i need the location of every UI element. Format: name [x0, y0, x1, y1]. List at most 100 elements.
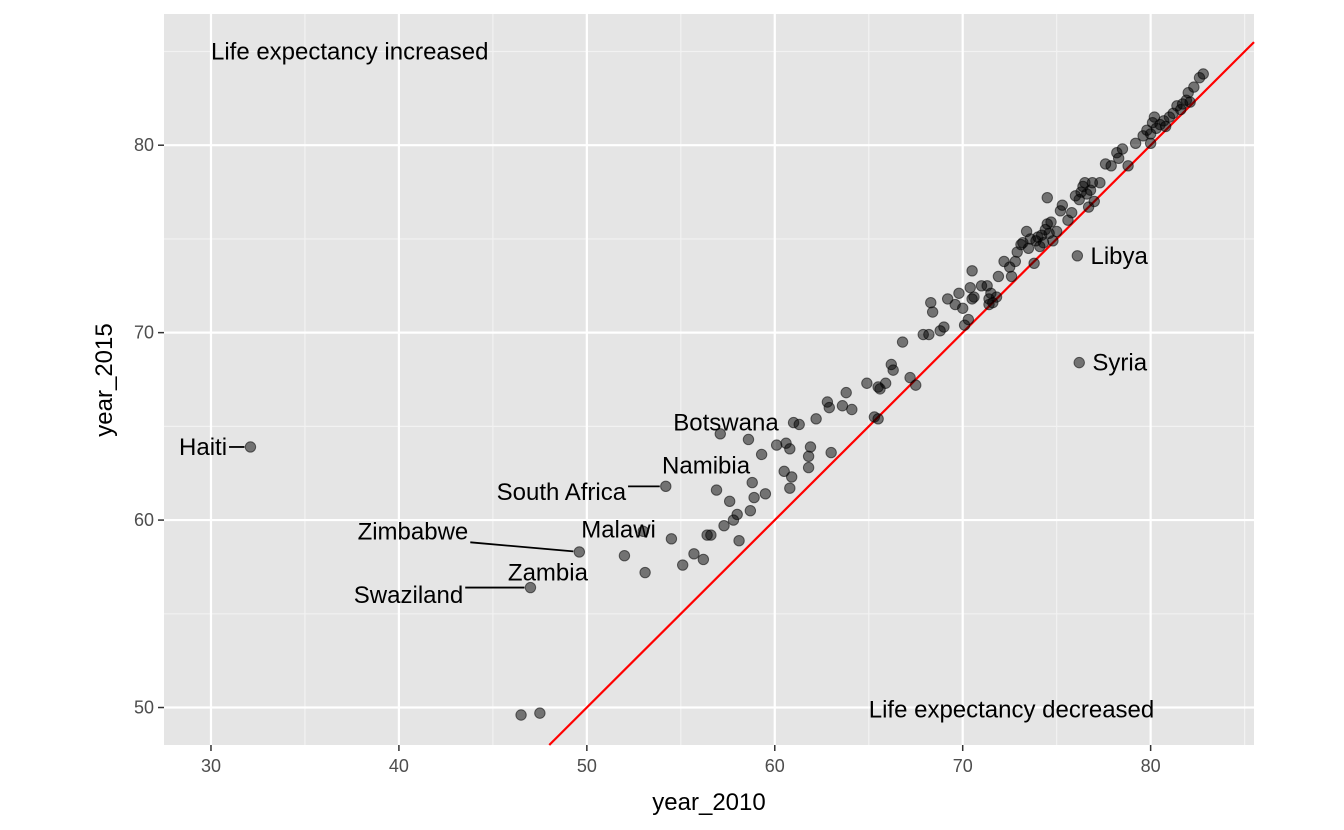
data-point	[618, 549, 631, 562]
data-point	[1045, 216, 1057, 228]
data-point	[515, 709, 527, 721]
data-point	[896, 336, 909, 348]
data-point	[534, 707, 546, 719]
data-point	[639, 566, 651, 579]
data-point	[744, 505, 757, 517]
annotation-text: Life expectancy decreased	[869, 696, 1155, 723]
data-point	[710, 484, 723, 496]
axes-layer: 30 40 50 60 70 80 50 60 70 80	[134, 135, 1161, 776]
label-connector	[470, 541, 574, 553]
data-point	[904, 371, 916, 384]
annotation-text: Life expectancy increased	[211, 38, 489, 65]
data-point	[823, 401, 835, 414]
data-point	[1037, 236, 1050, 249]
data-point	[802, 450, 815, 463]
data-point	[793, 418, 805, 431]
point-label: Syria	[1092, 350, 1147, 377]
data-point	[784, 482, 796, 494]
data-point	[938, 321, 950, 333]
data-point	[733, 534, 745, 547]
x-tick-label: 80	[1141, 756, 1161, 776]
point-labels-layer: Haiti Botswana Namibia South Africa Malawi Zi…	[179, 243, 1148, 609]
point-label: Namibia	[662, 453, 751, 480]
reference-line	[548, 41, 1255, 746]
data-point	[825, 446, 837, 459]
data-point	[1094, 176, 1106, 189]
data-point	[990, 291, 1003, 303]
minor-gridlines	[164, 14, 1254, 745]
data-point	[1116, 143, 1129, 155]
x-tick-label: 50	[577, 756, 597, 776]
data-point	[964, 281, 976, 294]
point-label: South Africa	[497, 479, 627, 506]
data-point	[784, 443, 796, 455]
data-point	[1005, 270, 1018, 283]
point-label: Zimbabwe	[358, 518, 469, 545]
data-point	[746, 476, 758, 489]
data-point	[748, 491, 760, 504]
data-point	[785, 471, 798, 483]
data-point	[957, 302, 969, 314]
data-point	[524, 581, 537, 594]
point-label: Botswana	[673, 410, 779, 437]
point-label: Swaziland	[354, 582, 463, 609]
y-tick-label: 50	[134, 698, 154, 718]
data-point	[723, 495, 736, 508]
data-point	[770, 439, 783, 451]
point-label: Haiti	[179, 434, 227, 461]
annotations-layer: Life expectancy increased Life expectancy…	[211, 38, 1154, 723]
data-point	[676, 559, 689, 571]
y-tick-label: 70	[134, 323, 154, 343]
data-point	[926, 306, 939, 318]
y-tick-label: 60	[134, 510, 154, 530]
data-point	[879, 377, 892, 389]
data-point	[718, 520, 730, 532]
data-point	[966, 265, 978, 277]
data-point	[778, 465, 790, 478]
data-point	[1088, 195, 1100, 208]
data-point	[941, 293, 954, 305]
data-point	[953, 287, 965, 299]
x-tick-label: 40	[389, 756, 409, 776]
data-point	[923, 328, 935, 341]
data-point	[802, 461, 815, 474]
data-point	[872, 413, 884, 425]
data-point	[1028, 257, 1040, 269]
data-point	[1159, 120, 1172, 133]
data-point	[1050, 225, 1063, 238]
points-layer	[244, 68, 1209, 721]
data-point	[861, 377, 873, 389]
data-point	[637, 525, 649, 538]
data-point	[1129, 137, 1142, 150]
data-point	[759, 488, 772, 500]
data-point	[742, 433, 755, 446]
data-point	[755, 448, 768, 461]
data-point	[962, 313, 975, 326]
data-point	[1112, 152, 1125, 165]
x-tick-label: 60	[765, 756, 785, 776]
data-point	[1144, 137, 1157, 150]
data-point	[840, 386, 852, 399]
point-label: Zambia	[508, 560, 589, 587]
label-segments-layer	[229, 446, 660, 589]
data-point	[1066, 206, 1078, 219]
data-point	[1184, 96, 1196, 108]
data-point	[1197, 68, 1209, 80]
data-point	[992, 270, 1005, 283]
data-point	[1009, 255, 1022, 268]
data-point	[1041, 191, 1053, 204]
data-point	[810, 413, 822, 425]
data-point	[804, 441, 817, 453]
data-point	[1105, 160, 1117, 172]
data-point	[697, 553, 710, 566]
data-point	[573, 546, 586, 558]
reference-line-layer	[548, 41, 1255, 746]
x-tick-label: 30	[201, 756, 221, 776]
data-point	[925, 296, 937, 309]
data-point	[1056, 199, 1069, 211]
x-tick-label: 70	[953, 756, 973, 776]
y-tick-label: 80	[134, 135, 154, 155]
data-point	[910, 379, 922, 391]
data-point	[244, 441, 257, 453]
point-label: Malawi	[581, 516, 656, 543]
